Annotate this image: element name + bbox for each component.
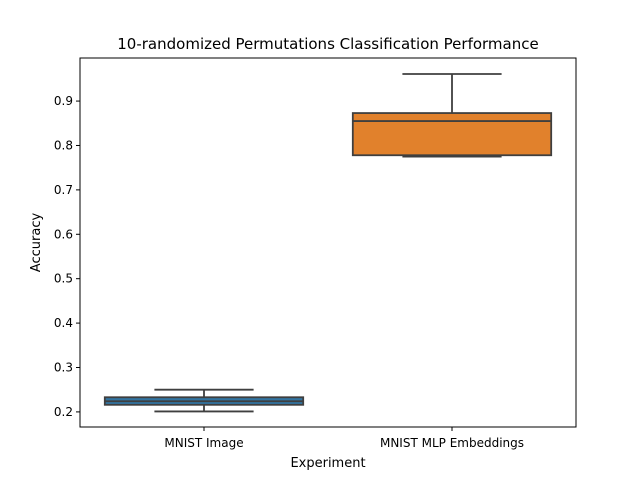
plot-frame [79, 57, 577, 428]
x-axis-label: Experiment [290, 456, 365, 471]
x-tick-label: MNIST MLP Embeddings [380, 436, 524, 450]
x-axis: MNIST Image MNIST MLP Embeddings [164, 427, 524, 450]
y-tick-label: 0.5 [54, 272, 73, 286]
plot-area [103, 73, 553, 413]
chart-title: 10-randomized Permutations Classificatio… [117, 35, 538, 53]
iqr-box [351, 112, 553, 157]
box-series-0 [103, 388, 305, 413]
y-axis: 0.2 0.3 0.4 0.5 0.6 0.7 0.8 0.9 [54, 94, 80, 419]
y-tick-label: 0.8 [54, 138, 73, 152]
y-tick-label: 0.3 [54, 360, 73, 374]
y-tick-label: 0.4 [54, 316, 73, 330]
box-series-1 [351, 73, 553, 158]
y-tick-label: 0.6 [54, 227, 73, 241]
y-tick-label: 0.9 [54, 94, 73, 108]
y-tick-label: 0.2 [54, 405, 73, 419]
x-tick-label: MNIST Image [164, 436, 243, 450]
y-axis-label: Accuracy [29, 213, 44, 273]
y-tick-label: 0.7 [54, 183, 73, 197]
